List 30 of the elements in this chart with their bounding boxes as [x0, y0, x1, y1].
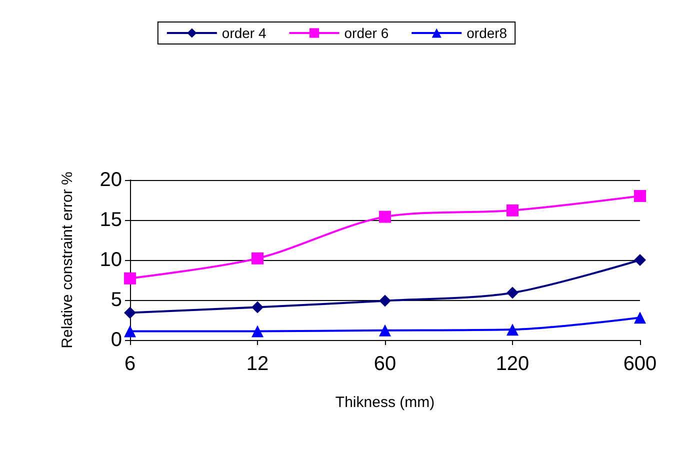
- point: [506, 204, 518, 216]
- point: [252, 325, 264, 338]
- point: [379, 294, 391, 307]
- point: [506, 286, 518, 299]
- x-axis-title: Thikness (mm): [335, 394, 435, 411]
- point: [124, 325, 136, 338]
- y-tick-label: 15: [100, 209, 122, 231]
- y-tick-label: 5: [110, 289, 122, 311]
- y-tick-label: 10: [100, 249, 122, 271]
- x-tick-label: 12: [246, 353, 269, 375]
- point: [379, 210, 391, 223]
- y-axis-title: Relative constraint error %: [59, 172, 76, 348]
- x-tick-label: 60: [374, 353, 396, 375]
- legend-label: order 4: [222, 25, 266, 41]
- point: [124, 306, 136, 319]
- x-tick-label: 120: [496, 353, 530, 375]
- point: [379, 324, 391, 336]
- point: [506, 324, 518, 336]
- x-tick-label: 6: [124, 353, 136, 375]
- y-tick-label: 0: [110, 329, 122, 351]
- point: [252, 301, 264, 314]
- x-tick-label: 600: [623, 353, 657, 375]
- point: [634, 254, 646, 266]
- point: [124, 272, 136, 284]
- point: [252, 252, 264, 264]
- legend-label: order8: [466, 25, 508, 41]
- point: [634, 190, 646, 202]
- legend-label: order 6: [344, 25, 389, 41]
- point: [634, 312, 646, 324]
- y-tick-label: 20: [100, 169, 122, 191]
